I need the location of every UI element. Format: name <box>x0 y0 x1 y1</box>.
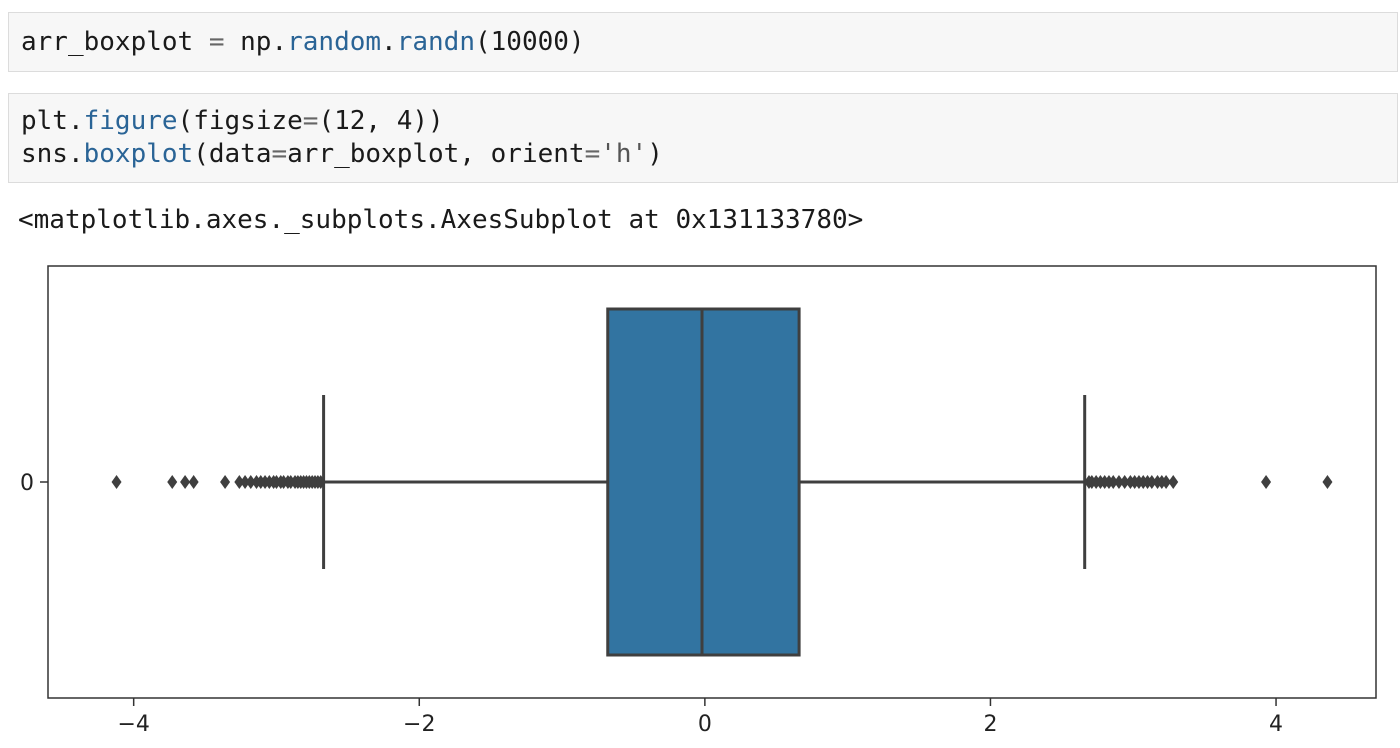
outlier-point <box>245 475 256 489</box>
code-token: (12, 4)) <box>318 106 444 136</box>
outlier-point <box>111 475 122 489</box>
code-token: arr_boxplot <box>21 27 209 57</box>
x-tick-label: −4 <box>117 712 149 737</box>
code-token: (data <box>193 139 272 169</box>
outlier-point <box>1161 475 1172 489</box>
code-token: (figsize <box>177 106 303 136</box>
outlier-point <box>1261 475 1272 489</box>
code-token: sns. <box>21 139 84 169</box>
outlier-point <box>188 475 199 489</box>
y-tick-label: 0 <box>20 471 34 496</box>
code-token: ) <box>647 139 663 169</box>
code-token: boxplot <box>83 139 194 169</box>
code-token: plt. <box>21 106 84 136</box>
outlier-point <box>234 475 245 489</box>
outlier-point <box>315 475 326 489</box>
outlier-point <box>220 475 231 489</box>
cell-output-text: <matplotlib.axes._subplots.AxesSubplot a… <box>18 205 864 235</box>
code-token: figure <box>83 106 178 136</box>
outlier-point <box>1146 475 1157 489</box>
code-cell-1[interactable]: arr_boxplot = np.random.randn(10000) <box>8 12 1398 72</box>
code-cell-2[interactable]: plt.figure(figsize=(12, 4)) sns.boxplot(d… <box>8 93 1398 183</box>
code-token: (10000) <box>474 27 585 57</box>
outlier-point <box>1113 475 1124 489</box>
code-token: random <box>287 27 382 57</box>
code-token: = <box>208 27 225 57</box>
x-tick-label: 2 <box>983 712 997 737</box>
outlier-point <box>240 475 251 489</box>
code-line: sns.boxplot(data=arr_boxplot, orient='h'… <box>21 138 1397 171</box>
code-token: randn <box>396 27 475 57</box>
boxplot-chart: −4 −2 0 2 4 0 <box>20 265 1377 737</box>
outlier-point <box>180 475 191 489</box>
outlier-point <box>1322 475 1333 489</box>
code-token: = <box>584 139 601 169</box>
code-token: np. <box>224 27 288 57</box>
code-token: . <box>381 27 397 57</box>
outlier-point <box>1168 475 1179 489</box>
x-tick-label: 4 <box>1269 712 1283 737</box>
code-token: = <box>302 106 319 136</box>
code-token: arr_boxplot, orient <box>287 139 585 169</box>
outlier-point <box>1119 475 1130 489</box>
outlier-point <box>167 475 178 489</box>
code-line: plt.figure(figsize=(12, 4)) <box>21 105 1397 138</box>
x-tick-label: 0 <box>698 712 712 737</box>
code-token: = <box>271 139 288 169</box>
code-token: 'h' <box>600 139 648 169</box>
x-tick-label: −2 <box>403 712 435 737</box>
outlier-point <box>1108 475 1119 489</box>
